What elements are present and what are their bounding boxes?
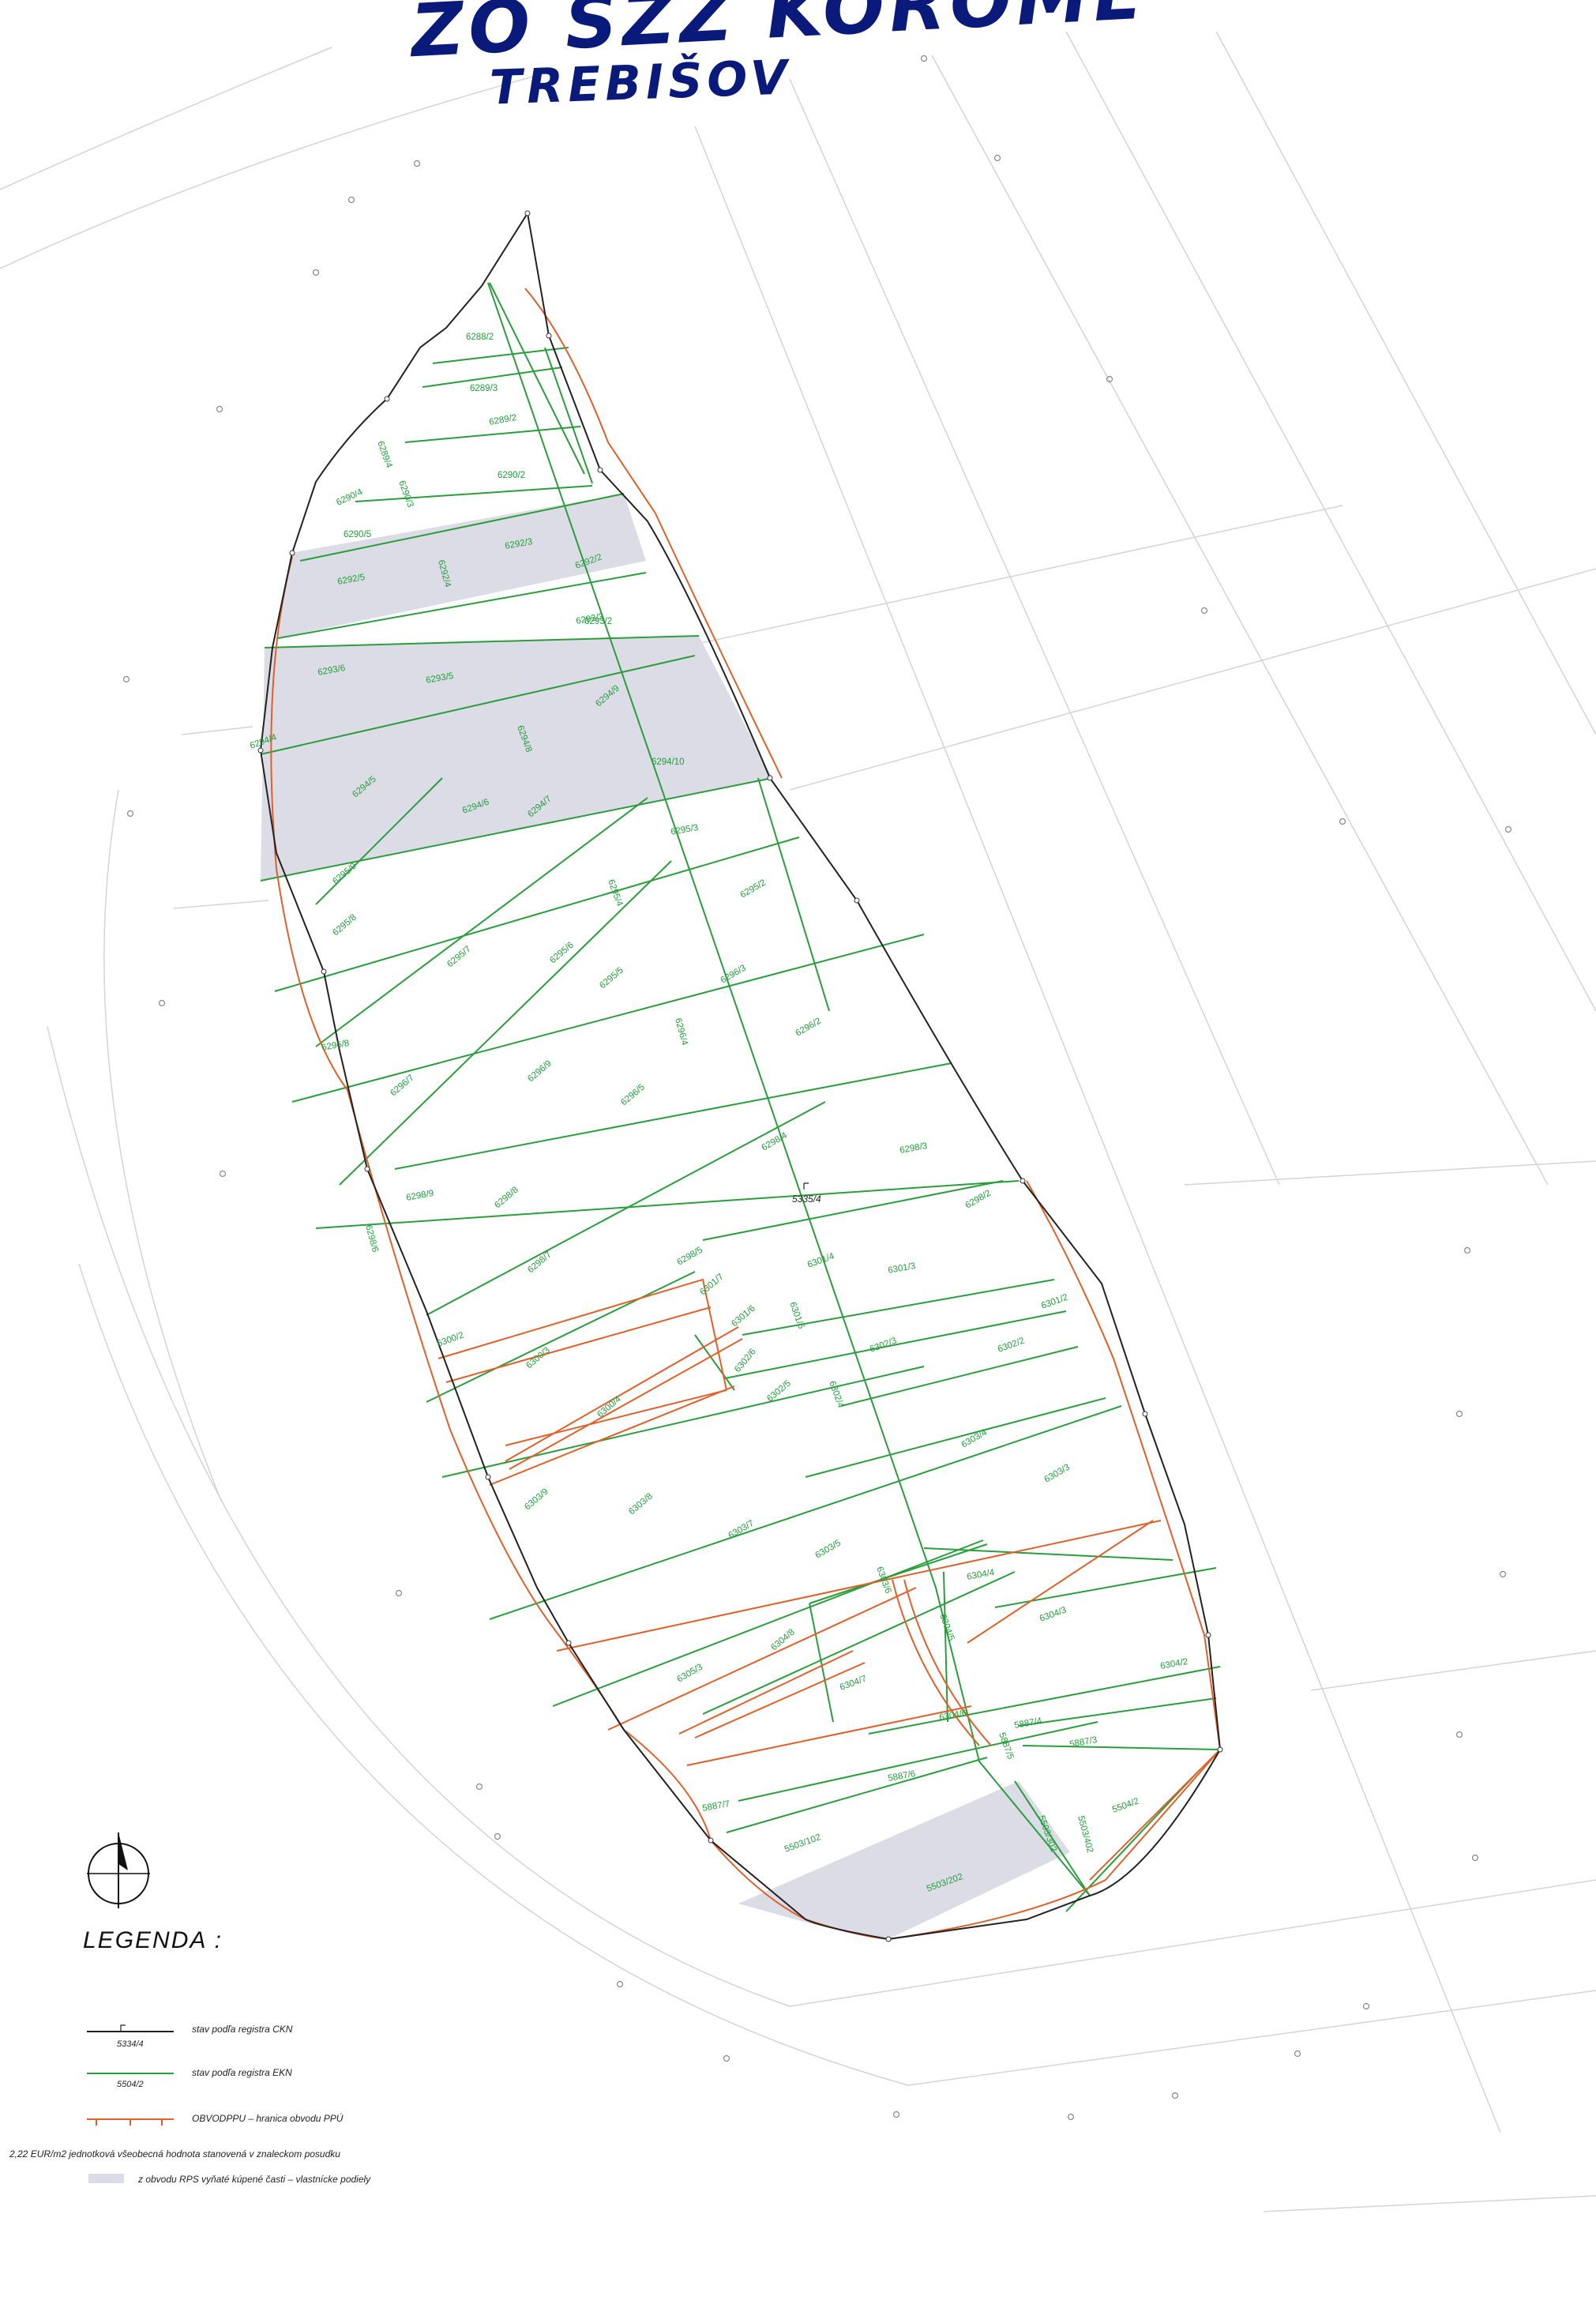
parcel-label: 6290/4 bbox=[335, 487, 364, 508]
legend-item-ekn: stav podľa registra EKN 5504/2 bbox=[79, 2067, 632, 2099]
parcel-label: 6298/9 bbox=[405, 1189, 434, 1203]
parcel-label: 6298/6 bbox=[363, 1224, 380, 1254]
parcel-label: 6301/7 bbox=[698, 1272, 726, 1297]
parcel-label: 6296/7 bbox=[389, 1073, 416, 1098]
parcel-label: 6298/5 bbox=[676, 1246, 704, 1268]
handwritten-title-line2: TREBIŠOV bbox=[488, 50, 793, 116]
parcel-label: 5887/7 bbox=[701, 1799, 730, 1814]
parcel-label: 6304/7 bbox=[839, 1675, 868, 1693]
parcel-label: 6289/2 bbox=[488, 413, 517, 427]
parcel-label: 6304/6 bbox=[938, 1708, 967, 1723]
legend-item-obvod: OBVODPPU – hranica obvodu PPÚ bbox=[79, 2113, 632, 2144]
center-parcel-label: 5335/4 bbox=[792, 1193, 821, 1205]
background-cadastre-lines bbox=[0, 31, 1596, 2212]
parcel-label: 5887/5 bbox=[997, 1731, 1015, 1761]
ckn-boundary bbox=[259, 211, 1222, 1941]
parcel-label: 6304/2 bbox=[1159, 1657, 1189, 1671]
parcel-label: 6302/3 bbox=[869, 1336, 898, 1355]
parcel-label: 6296/2 bbox=[794, 1017, 823, 1039]
parcel-label: 5503/402 bbox=[1076, 1815, 1095, 1854]
parcel-label: 6294/10 bbox=[652, 757, 685, 767]
obvod-ppu-lines bbox=[270, 288, 1222, 1940]
parcel-label: 6290/5 bbox=[344, 530, 371, 539]
parcel-label: 6302/6 bbox=[733, 1347, 758, 1374]
background-survey-points bbox=[122, 55, 1512, 2121]
parcel-label: 6304/3 bbox=[1038, 1606, 1068, 1624]
parcel-label: 6288/2 bbox=[466, 333, 494, 342]
excluded-areas bbox=[261, 494, 1070, 1939]
parcel-label: 5503/102 bbox=[783, 1832, 822, 1855]
ekn-parcel-lines bbox=[260, 282, 1221, 1912]
parcel-label: 6303/9 bbox=[523, 1487, 550, 1512]
parcel-label: 6295/8 bbox=[331, 912, 359, 938]
ckn-center-label: 5335/4 bbox=[792, 1182, 821, 1205]
parcel-label: 6290/3 bbox=[396, 479, 415, 509]
parcel-label: 6296/5 bbox=[619, 1082, 647, 1107]
parcel-label: 5887/4 bbox=[1013, 1716, 1042, 1731]
parcel-label: 6295/6 bbox=[548, 940, 576, 965]
parcel-label: 6293/2 bbox=[584, 617, 612, 626]
legend-shaded-swatch bbox=[88, 2174, 124, 2183]
legend-samples bbox=[87, 2024, 174, 2126]
parcel-label: 6295/2 bbox=[739, 878, 768, 900]
parcel-label: 6289/4 bbox=[375, 440, 394, 470]
legend-item-obvod-text: OBVODPPU – hranica obvodu PPÚ bbox=[192, 2113, 344, 2124]
legend-item-ckn-sample: 5334/4 bbox=[117, 2039, 144, 2049]
legend-item-ckn-text: stav podľa registra CKN bbox=[192, 2024, 293, 2035]
parcel-label: 6304/5 bbox=[937, 1613, 956, 1642]
legend-note-value: 2,22 EUR/m2 jednotková všeobecná hodnota… bbox=[9, 2148, 340, 2160]
parcel-label: 6303/5 bbox=[814, 1539, 843, 1561]
ckn-vertices bbox=[257, 210, 1223, 1942]
parcel-label: 6305/3 bbox=[676, 1663, 704, 1685]
parcel-label: 6304/4 bbox=[966, 1568, 995, 1582]
parcel-label: 6301/3 bbox=[887, 1261, 916, 1276]
parcel-label: 6301/2 bbox=[1040, 1293, 1069, 1311]
legend-item-ekn-sample: 5504/2 bbox=[117, 2080, 144, 2089]
parcel-label: 6303/4 bbox=[960, 1427, 990, 1449]
parcel-label: 6298/3 bbox=[899, 1141, 928, 1156]
parcel-label: 6289/3 bbox=[470, 384, 498, 393]
parcel-label: 6298/2 bbox=[964, 1189, 993, 1211]
parcel-label: 6295/5 bbox=[598, 965, 625, 990]
parcel-label: 5504/2 bbox=[1111, 1797, 1140, 1815]
legend-item-ckn: stav podľa registra CKN 5334/4 bbox=[79, 2024, 632, 2055]
legend-item-ekn-text: stav podľa registra EKN bbox=[192, 2067, 292, 2078]
parcel-label: 6296/9 bbox=[526, 1058, 554, 1084]
legend-title: LEGENDA : bbox=[83, 1927, 223, 1953]
parcel-label: 6296/4 bbox=[673, 1017, 689, 1047]
parcel-label: 6303/3 bbox=[1043, 1463, 1072, 1485]
parcel-label: 6302/2 bbox=[997, 1336, 1026, 1355]
parcel-label: 6300/2 bbox=[436, 1331, 465, 1349]
parcel-label: 6290/2 bbox=[498, 471, 525, 480]
north-arrow-icon bbox=[87, 1832, 150, 1908]
parcel-label: 6296/8 bbox=[321, 1039, 350, 1053]
parcel-label: 6298/8 bbox=[493, 1185, 520, 1210]
legend-shaded-note: z obvodu RPS vyňaté kúpené časti – vlast… bbox=[138, 2174, 371, 2185]
parcel-label: 6303/8 bbox=[627, 1491, 655, 1517]
parcel-label: 6303/7 bbox=[727, 1519, 756, 1541]
parcel-label: 6295/7 bbox=[445, 944, 473, 969]
parcel-label: 6301/6 bbox=[730, 1303, 757, 1329]
